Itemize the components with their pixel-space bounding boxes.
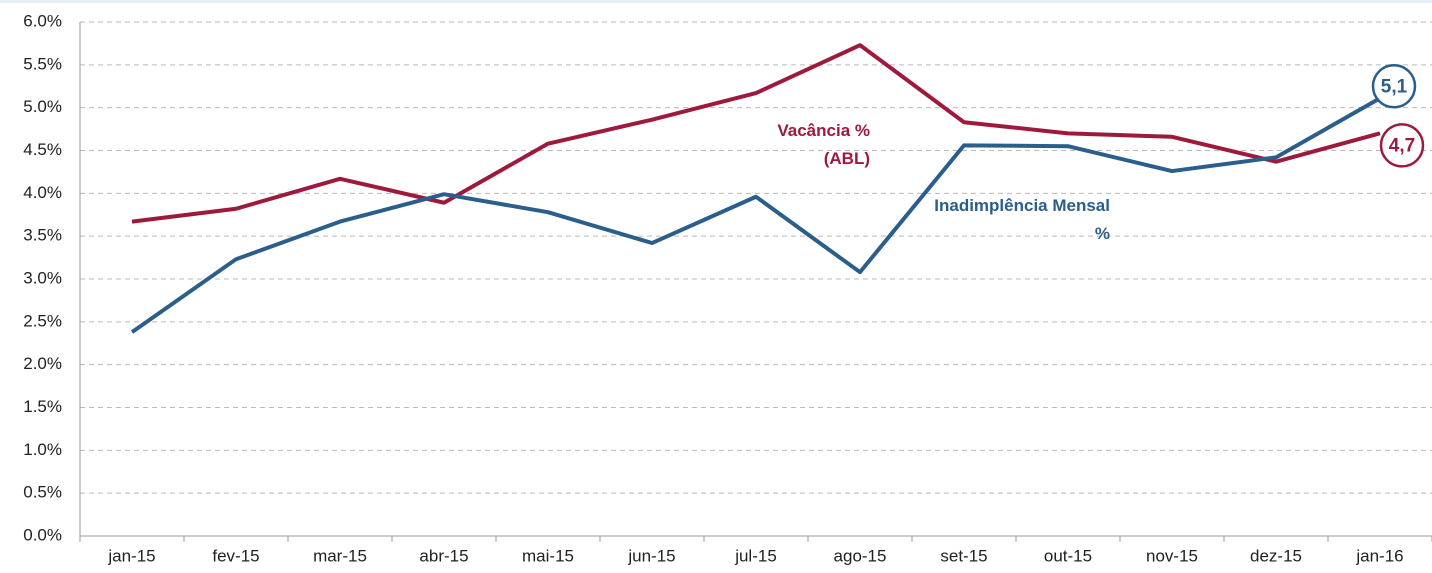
- x-tick-label: mai-15: [522, 546, 574, 565]
- x-tick-label: jun-15: [627, 546, 675, 565]
- x-tick-label: jan-15: [107, 546, 155, 565]
- end-badge: [1379, 123, 1425, 168]
- value-label: 4,7: [1389, 135, 1415, 156]
- x-tick-label: set-15: [940, 546, 987, 565]
- end-badge: [1371, 63, 1417, 109]
- series-line: [131, 43, 1381, 224]
- y-tick-label: 1.5%: [23, 397, 62, 416]
- y-tick-label: 0.5%: [23, 483, 62, 502]
- x-tick-label: dez-15: [1250, 546, 1302, 565]
- x-tick-label: jan-16: [1355, 546, 1403, 565]
- y-tick-label: 6.0%: [23, 11, 62, 30]
- series-line: [130, 96, 1381, 334]
- x-tick-label: jul-15: [734, 546, 777, 565]
- y-tick-label: 4.5%: [23, 140, 62, 159]
- y-tick-label: 5.0%: [23, 97, 62, 116]
- value-label: 5,1: [1381, 76, 1408, 97]
- y-tick-label: 4.0%: [23, 183, 62, 202]
- x-tick-label: nov-15: [1146, 546, 1198, 565]
- x-tick-label: mar-15: [313, 546, 367, 565]
- x-tick-label: out-15: [1044, 546, 1092, 565]
- y-tick-label: 1.0%: [23, 440, 62, 459]
- y-tick-label: 2.5%: [23, 311, 62, 330]
- y-tick-label: 3.0%: [23, 268, 62, 287]
- series-label: Vacância % (ABL): [777, 121, 870, 168]
- y-tick-label: 3.5%: [23, 226, 62, 245]
- series-label: Inadimplência Mensal%: [934, 196, 1110, 243]
- y-tick-label: 5.5%: [23, 54, 62, 73]
- x-tick-label: ago-15: [834, 546, 887, 565]
- x-tick-label: abr-15: [419, 546, 468, 565]
- x-tick-label: fev-15: [212, 546, 259, 565]
- y-tick-label: 0.0%: [23, 525, 62, 544]
- y-tick-label: 2.0%: [23, 354, 62, 373]
